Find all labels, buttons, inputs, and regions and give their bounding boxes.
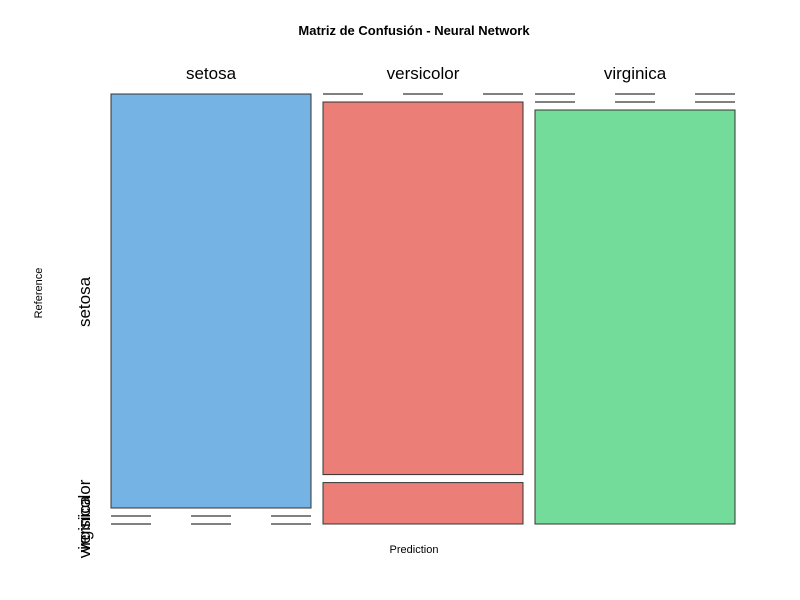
- y-axis-label: Reference: [33, 268, 45, 319]
- row-label-setosa: setosa: [75, 276, 94, 327]
- tile-versicolor-versicolor: [322, 101, 524, 476]
- x-axis-label: Prediction: [390, 544, 439, 556]
- tile-virginica-virginica: [534, 109, 736, 525]
- mosaic-tiles: [110, 93, 736, 525]
- tile-setosa-setosa: [110, 93, 312, 509]
- row-label-versicolor: versicolor: [75, 479, 94, 552]
- row-label-virginica: virginica: [75, 495, 94, 558]
- column-label-versicolor: versicolor: [387, 64, 460, 83]
- column-labels: setosa versicolor virginica: [186, 64, 667, 83]
- chart-title: Matriz de Confusión - Neural Network: [298, 23, 530, 38]
- column-label-virginica: virginica: [604, 64, 667, 83]
- column-label-setosa: setosa: [186, 64, 237, 83]
- tile-virginica-versicolor: [322, 482, 524, 525]
